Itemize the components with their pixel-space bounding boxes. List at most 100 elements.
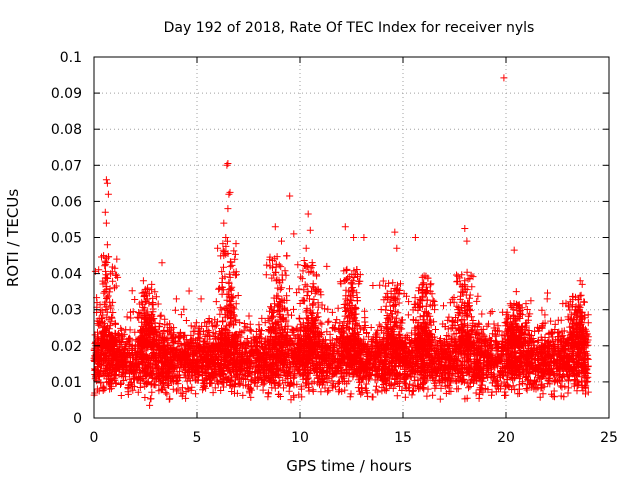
data-point <box>520 370 528 378</box>
data-point <box>117 379 125 387</box>
data-point <box>269 369 277 377</box>
data-point <box>325 317 333 325</box>
data-point <box>536 393 544 401</box>
data-point <box>231 376 239 384</box>
data-point <box>192 390 200 398</box>
data-point <box>258 376 265 384</box>
data-point <box>525 348 532 356</box>
data-point <box>199 355 207 363</box>
data-point <box>558 383 566 391</box>
data-point <box>542 362 550 369</box>
data-point <box>266 378 274 386</box>
data-point <box>97 379 105 387</box>
data-point <box>163 380 171 388</box>
data-point <box>559 332 567 340</box>
data-point <box>584 362 592 370</box>
data-point <box>236 319 244 327</box>
data-point <box>193 342 201 350</box>
data-point <box>250 379 258 387</box>
data-point <box>101 385 109 393</box>
data-point <box>512 355 520 362</box>
data-point <box>180 305 188 313</box>
data-point <box>541 351 549 359</box>
data-point <box>331 325 339 333</box>
data-point <box>416 371 424 379</box>
data-point <box>372 357 380 365</box>
data-point <box>207 346 215 354</box>
data-point <box>100 372 108 379</box>
data-point <box>328 336 336 344</box>
data-point <box>476 364 484 372</box>
data-point <box>275 380 283 388</box>
data-point <box>485 350 493 358</box>
data-point <box>561 345 569 353</box>
data-point <box>252 335 260 343</box>
data-point <box>146 395 154 403</box>
data-point <box>379 371 387 379</box>
data-point <box>135 347 143 355</box>
data-point <box>243 335 251 342</box>
data-point <box>193 370 201 378</box>
data-point <box>148 388 156 396</box>
data-point <box>527 297 535 305</box>
data-point <box>171 337 179 345</box>
data-point <box>184 385 192 393</box>
data-point <box>442 373 449 381</box>
data-point <box>526 380 534 388</box>
data-point <box>335 378 343 386</box>
data-point <box>303 353 311 361</box>
data-point <box>557 392 565 400</box>
data-point <box>434 340 441 348</box>
data-point <box>204 360 212 368</box>
data-point <box>361 324 369 332</box>
data-point <box>290 358 298 366</box>
data-point <box>183 340 191 348</box>
data-point <box>173 387 180 395</box>
data-point <box>123 364 131 372</box>
data-point <box>441 337 448 345</box>
data-point <box>169 385 177 393</box>
data-point <box>407 366 415 374</box>
data-point <box>323 355 331 363</box>
data-point <box>97 354 105 362</box>
data-point <box>181 331 189 339</box>
data-point <box>574 360 582 368</box>
data-point <box>508 350 516 358</box>
data-point <box>231 389 238 397</box>
data-point <box>541 311 549 319</box>
data-point <box>349 373 357 381</box>
data-point <box>547 317 555 325</box>
data-point <box>465 351 472 359</box>
data-point <box>584 351 592 359</box>
data-point <box>290 373 298 381</box>
data-point <box>440 302 447 310</box>
data-point <box>274 391 282 398</box>
data-point <box>171 306 179 314</box>
data-point <box>492 388 500 396</box>
data-point <box>301 359 309 367</box>
data-point <box>362 372 370 380</box>
data-point <box>362 351 370 359</box>
data-point <box>476 350 484 358</box>
data-point <box>134 351 142 358</box>
data-point <box>141 351 149 359</box>
data-point <box>524 316 532 324</box>
data-point <box>478 370 486 378</box>
data-point <box>142 371 150 379</box>
data-point <box>472 355 480 363</box>
data-point <box>381 361 389 369</box>
data-point <box>475 337 483 345</box>
data-point <box>128 368 135 376</box>
data-point <box>445 384 453 392</box>
data-point <box>209 360 217 368</box>
data-point <box>523 363 531 371</box>
data-point <box>421 375 429 383</box>
data-point <box>566 371 573 379</box>
data-point <box>315 374 323 382</box>
data-point <box>405 387 413 394</box>
data-point <box>511 353 519 361</box>
data-point <box>162 366 170 374</box>
data-point <box>102 366 109 374</box>
data-point <box>324 305 332 313</box>
data-point <box>484 386 492 394</box>
